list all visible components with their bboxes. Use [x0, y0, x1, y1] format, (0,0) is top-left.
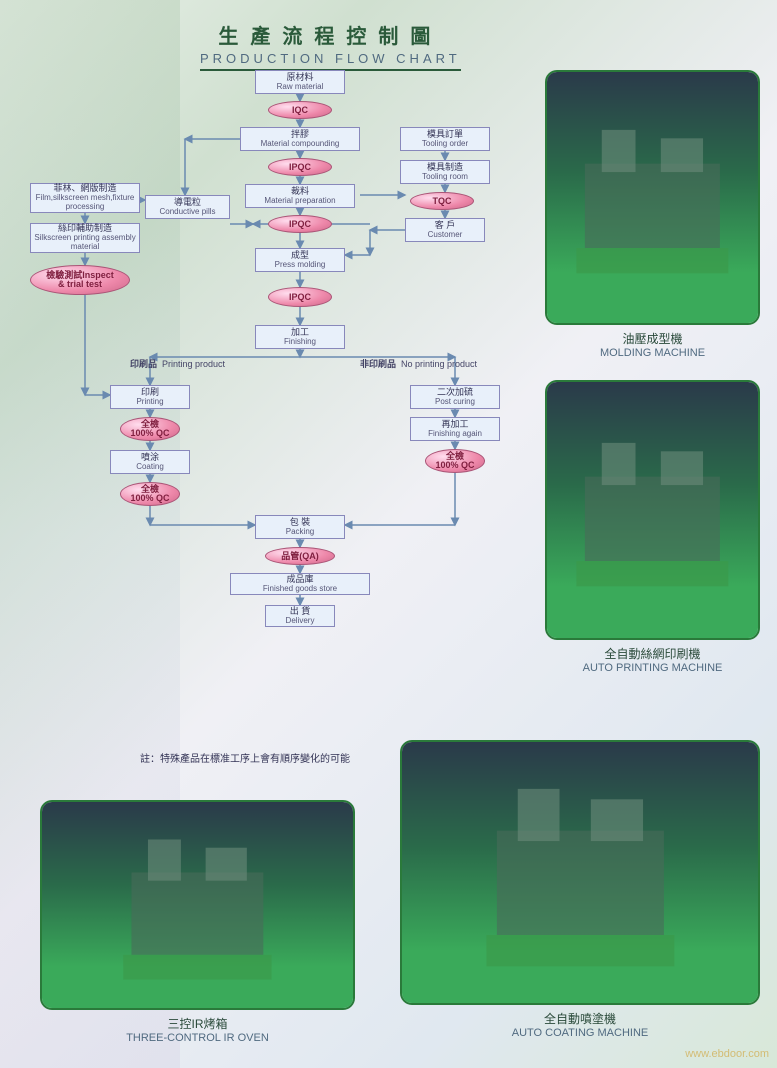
title-english: PRODUCTION FLOW CHART: [200, 51, 461, 66]
node-qc100a: 全檢 100% QC: [120, 417, 180, 441]
photo-label-p1: 油壓成型機MOLDING MACHINE: [545, 330, 760, 359]
branch-label-left: 印刷品 Printing product: [130, 357, 225, 370]
node-printing: 印刷Printing: [110, 385, 190, 409]
node-ipqc3: IPQC: [268, 287, 332, 307]
photo-p4: [400, 740, 760, 1005]
node-delivery: 出 貨Delivery: [265, 605, 335, 627]
node-packing: 包 裝Packing: [255, 515, 345, 539]
node-coating: 噴涂Coating: [110, 450, 190, 474]
node-pills: 導電粒Conductive pills: [145, 195, 230, 219]
photo-label-p3: 三控IR烤箱THREE-CONTROL IR OVEN: [40, 1015, 355, 1044]
flowchart-container: 原材料Raw material IQC 拌膠Material compounding…: [30, 65, 520, 825]
node-ipqc2: IPQC: [268, 215, 332, 233]
node-inspect: 檢驗測試Inspect & trial test: [30, 265, 130, 295]
node-postcure: 二次加硫Post curing: [410, 385, 500, 409]
node-qa: 品管(QA): [265, 547, 335, 565]
photo-p1: [545, 70, 760, 325]
node-qc100b: 全檢 100% QC: [120, 482, 180, 506]
photo-p3: [40, 800, 355, 1010]
page-title: 生產流程控制圖 PRODUCTION FLOW CHART: [200, 20, 461, 71]
node-ipqc1: IPQC: [268, 158, 332, 176]
node-iqc: IQC: [268, 101, 332, 119]
node-mold: 成型Press molding: [255, 248, 345, 272]
node-customer: 客 戶Customer: [405, 218, 485, 242]
node-finish2: 再加工Finishing again: [410, 417, 500, 441]
node-raw: 原材料Raw material: [255, 70, 345, 94]
node-compound: 拌膠Material compounding: [240, 127, 360, 151]
node-tool_room: 模具制造Tooling room: [400, 160, 490, 184]
footnote: 註：特殊產品在標准工序上會有順序變化的可能: [140, 750, 350, 765]
watermark: www.ebdoor.com: [685, 1048, 769, 1060]
node-finish: 加工Finishing: [255, 325, 345, 349]
photo-label-p4: 全自動噴塗機AUTO COATING MACHINE: [400, 1010, 760, 1039]
node-prep: 裁料Material preparation: [245, 184, 355, 208]
node-silk: 絲印輔助制造Silkscreen printing assembly mater…: [30, 223, 140, 253]
photo-p2: [545, 380, 760, 640]
node-film: 菲林、網版制造Film,silkscreen mesh,fixture proc…: [30, 183, 140, 213]
title-chinese: 生產流程控制圖: [200, 20, 461, 49]
node-qc100c: 全檢 100% QC: [425, 449, 485, 473]
node-tqc: TQC: [410, 192, 474, 210]
node-store: 成品庫Finished goods store: [230, 573, 370, 595]
photo-label-p2: 全自動絲網印刷機AUTO PRINTING MACHINE: [545, 645, 760, 674]
branch-label-right: 非印刷品 No printing product: [360, 357, 477, 370]
node-tool_order: 模具訂單Tooling order: [400, 127, 490, 151]
